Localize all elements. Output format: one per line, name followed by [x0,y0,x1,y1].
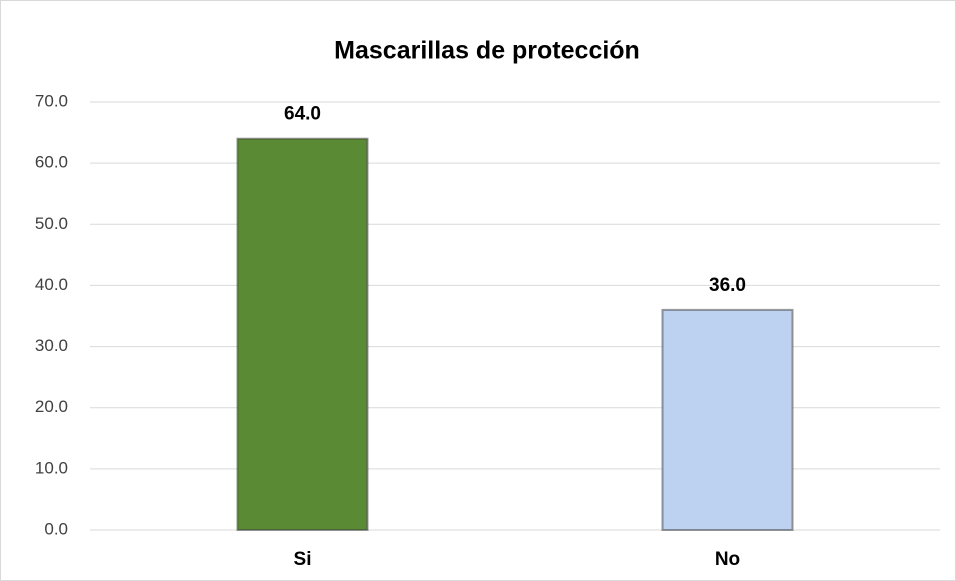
y-tick-label: 70.0 [35,91,68,110]
bar [236,137,369,532]
bar [661,308,794,531]
y-tick-label: 10.0 [35,458,68,477]
x-tick-label: No [715,549,740,570]
y-tick-label: 20.0 [35,397,68,416]
y-tick-label: 40.0 [35,275,68,294]
y-tick-label: 50.0 [35,214,68,233]
chart-title: Mascarillas de protección [334,37,640,65]
y-tick-label: 0.0 [44,519,68,538]
y-tick-label: 60.0 [35,153,68,172]
data-label: 36.0 [709,275,746,296]
y-tick-label: 30.0 [35,336,68,355]
data-label: 64.0 [284,104,321,125]
x-tick-label: Si [294,549,312,570]
